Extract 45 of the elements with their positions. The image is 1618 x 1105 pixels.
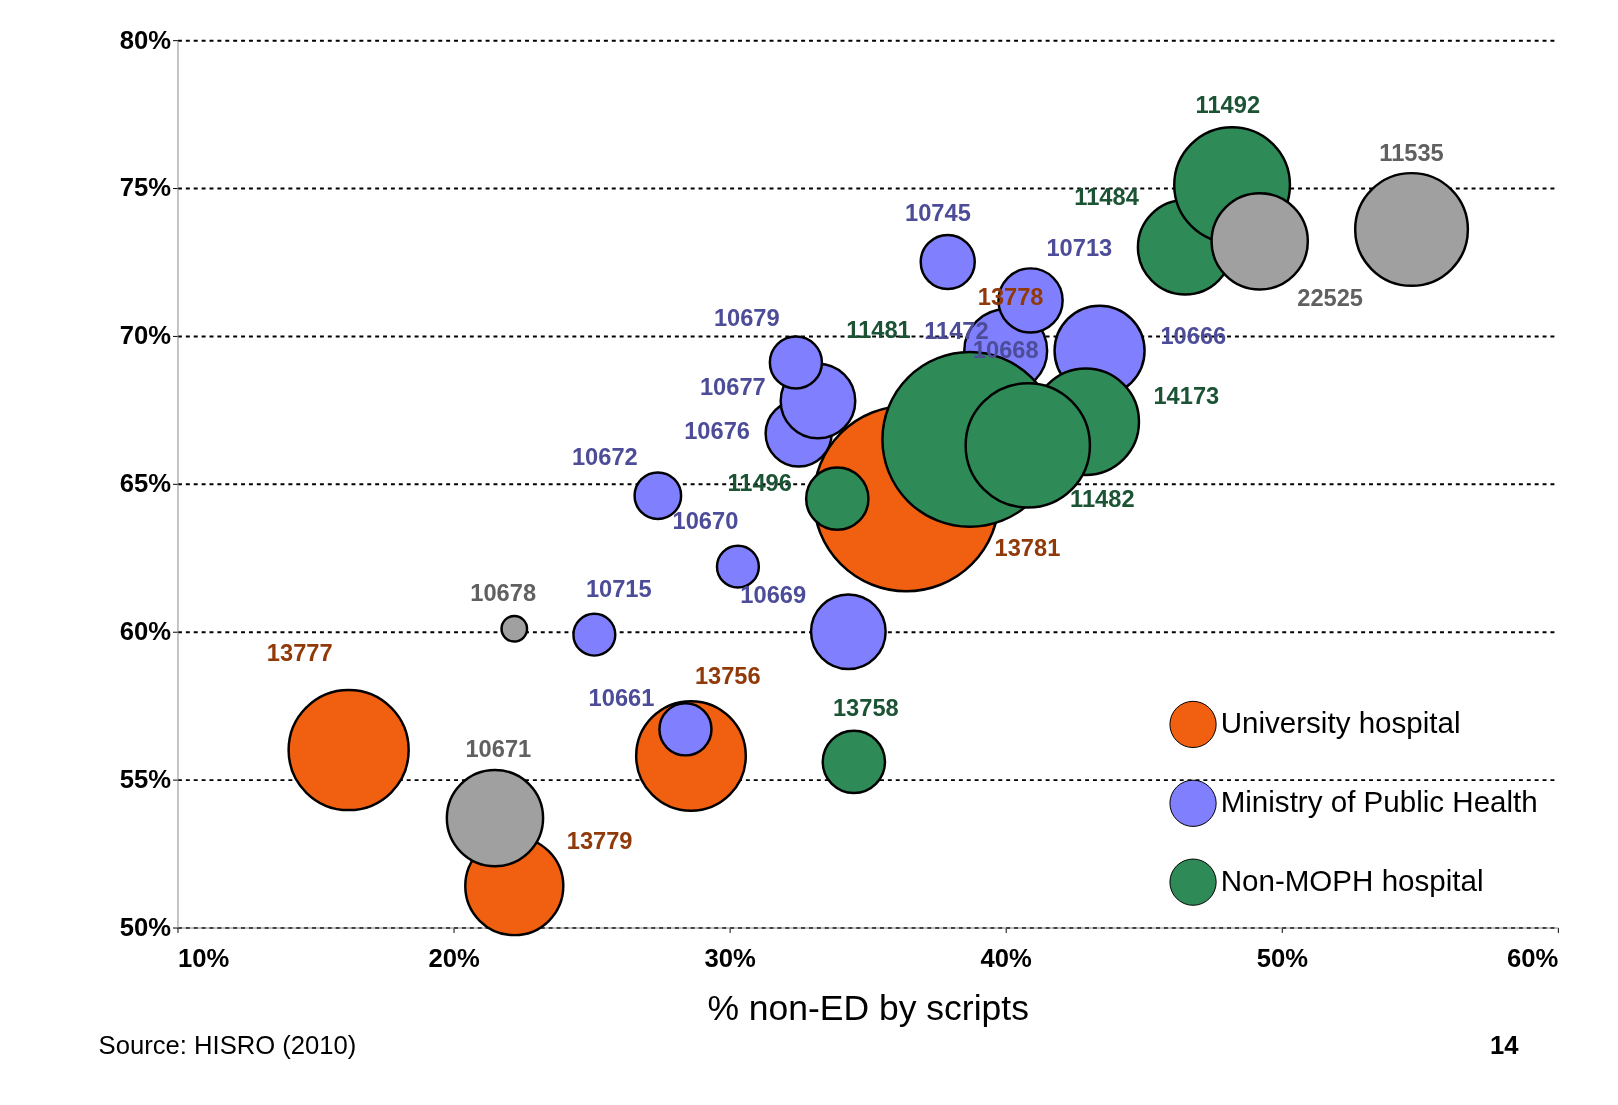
annotation: 22525 [1297,285,1364,312]
annotation: 11492 [1195,92,1261,119]
y-tick-label: 70% [119,321,172,350]
annotation: 10677 [699,374,766,401]
annotation: 10676 [684,417,750,444]
annotation: 11484 [1074,183,1140,210]
annotation: 10671 [465,736,532,763]
annotation: 11482 [1070,485,1135,512]
y-tick-label: 55% [119,765,172,794]
annotation: 10713 [1046,235,1113,262]
y-tick-label: 75% [119,173,172,202]
annotation: 10745 [905,200,971,227]
x-tick-label: 10% [177,944,230,973]
annotation: 13779 [566,827,633,854]
annotation: 13777 [266,640,333,667]
annotation: 10669 [740,581,807,608]
annotation: 10678 [470,580,537,607]
annotation: 13781 [994,534,1061,561]
annotation: 11496 [727,470,792,497]
annotation: 14173 [1153,383,1220,410]
annotation: 10670 [672,508,739,535]
annotation: 10666 [1160,322,1227,349]
legend-label: Non-MOPH hospital [1220,864,1484,898]
legend-label: University hospital [1220,706,1461,740]
y-tick-label: 65% [119,469,172,498]
source-note: Source: HISRO (2010) [98,1030,357,1059]
x-tick-label: 40% [980,944,1033,973]
x-tick-label: 20% [428,944,480,973]
x-tick-label: 30% [704,944,756,973]
x-axis-title: % non-ED by scripts [707,987,1029,1028]
annotation: 11535 [1379,139,1444,166]
y-tick-label: 80% [119,25,172,54]
y-tick-label: 50% [119,912,172,941]
annotation: 10715 [585,575,652,602]
legend-label: Ministry of Public Health [1220,785,1538,819]
y-tick-label: 60% [119,617,172,646]
annotation: 13758 [832,694,899,721]
text: 14 [1489,1030,1520,1059]
x-tick-label: 60% [1507,944,1559,973]
annotation: 11481 [846,316,911,343]
annotation: 13756 [694,662,761,689]
annotation: 10672 [571,444,638,471]
annotation: 10661 [588,685,655,712]
x-tick-label: 50% [1256,944,1309,973]
annotation: 10679 [713,305,780,332]
